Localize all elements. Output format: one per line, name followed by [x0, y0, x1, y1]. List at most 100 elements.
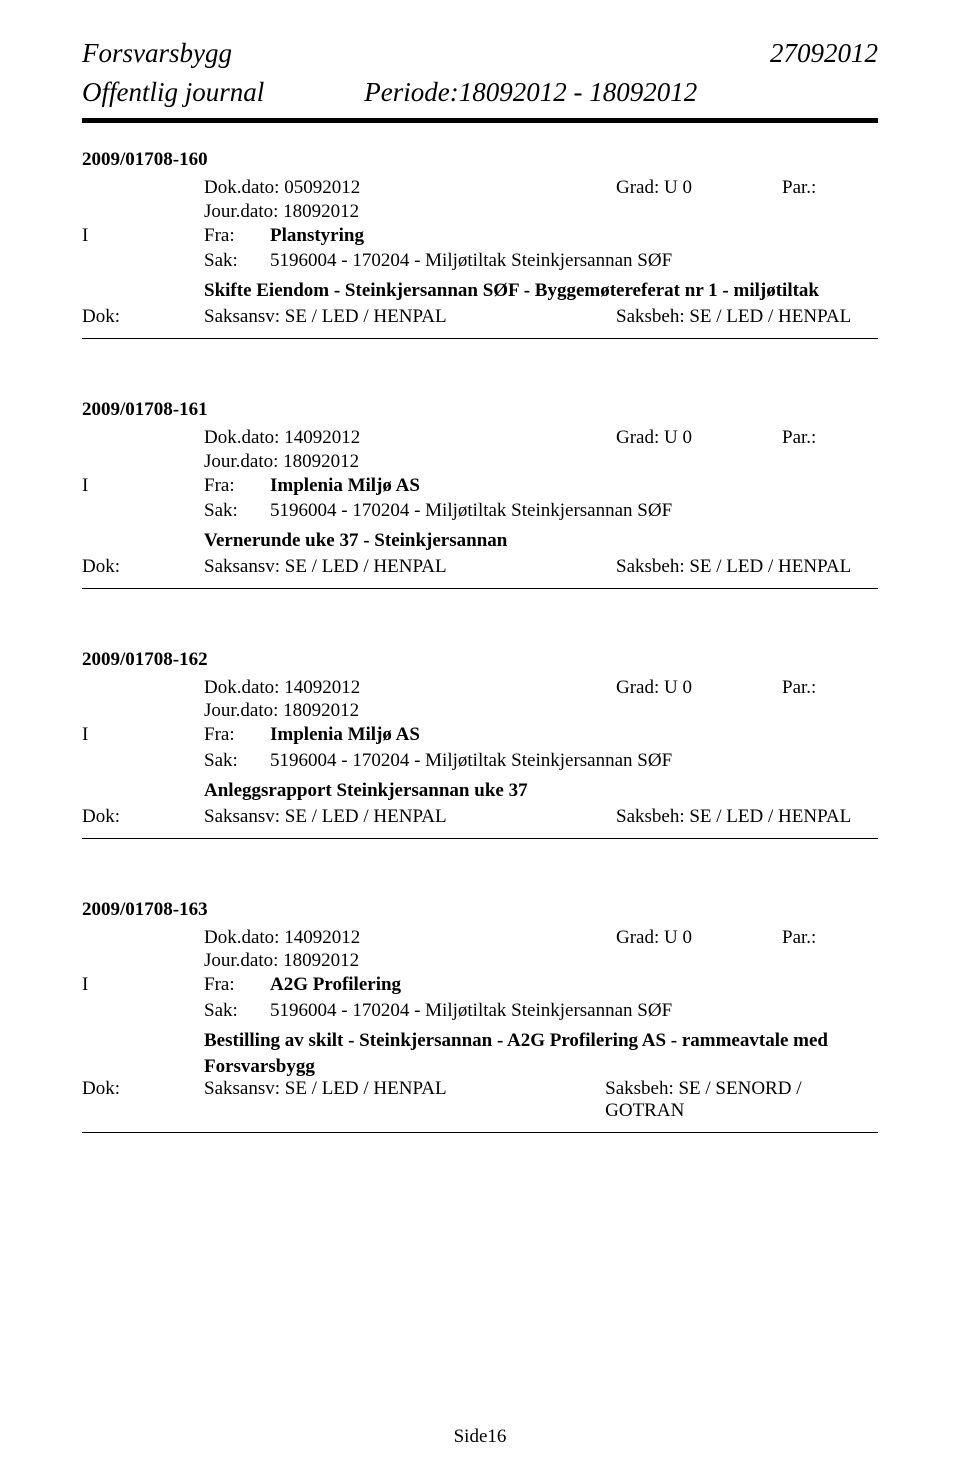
sak-line: Sak:5196004 - 170204 - Miljøtiltak Stein… [82, 248, 878, 274]
sak-value: 5196004 - 170204 - Miljøtiltak Steinkjer… [270, 1000, 672, 1021]
entry-subject: Vernerunde uke 37 - Steinkjersannan [82, 530, 878, 552]
jour-dato-line: Jour.dato: 18092012 [82, 950, 878, 972]
sak-cell: Sak:5196004 - 170204 - Miljøtiltak Stein… [204, 498, 878, 524]
sak-cell: Sak:5196004 - 170204 - Miljøtiltak Stein… [204, 248, 878, 274]
grad: Grad: U 0 [616, 675, 782, 701]
spacer [82, 748, 204, 774]
grad-value: U 0 [664, 427, 692, 448]
sak-cell: Sak:5196004 - 170204 - Miljøtiltak Stein… [204, 998, 878, 1024]
jour-label: Jour.dato: [204, 451, 278, 472]
dok-responsible-line: Dok:Saksansv: SE / LED / HENPALSaksbeh: … [82, 306, 878, 328]
entry-rule [82, 838, 878, 839]
dok-dato-line: Dok.dato: 05092012Grad: U 0Par.: [82, 175, 878, 201]
par-label: Par.: [782, 927, 816, 948]
sak-label: Sak: [204, 498, 270, 524]
sak-cell: Sak:5196004 - 170204 - Miljøtiltak Stein… [204, 748, 878, 774]
grad: Grad: U 0 [616, 425, 782, 451]
dok-label: Dok: [82, 806, 204, 828]
fra-line: IFra:Implenia Miljø AS [82, 473, 878, 499]
journal-entry: 2009/01708-163 Dok.dato: 14092012Grad: U … [82, 899, 878, 1133]
entry-subject: Skifte Eiendom - Steinkjersannan SØF - B… [82, 280, 878, 302]
dok-dato-label: Dok.dato: [204, 927, 279, 948]
grad-value: U 0 [664, 677, 692, 698]
jour-dato-line: Jour.dato: 18092012 [82, 700, 878, 722]
jour-value: 18092012 [283, 201, 359, 222]
saksansv: Saksansv: SE / LED / HENPAL [204, 556, 616, 578]
dok-dato: Dok.dato: 14092012 [204, 425, 616, 451]
journal-entry: 2009/01708-162 Dok.dato: 14092012Grad: U … [82, 649, 878, 839]
dok-label: Dok: [82, 556, 204, 578]
par-label: Par.: [782, 177, 816, 198]
dok-dato-line: Dok.dato: 14092012Grad: U 0Par.: [82, 675, 878, 701]
par-label: Par.: [782, 427, 816, 448]
jour-value: 18092012 [283, 451, 359, 472]
fra-value: A2G Profilering [270, 974, 401, 995]
spacer [82, 998, 204, 1024]
fra-value: Implenia Miljø AS [270, 475, 420, 496]
jour-label: Jour.dato: [204, 950, 278, 971]
entry-subject: Bestilling av skilt - Steinkjersannan - … [82, 1030, 878, 1052]
jour-dato-line: Jour.dato: 18092012 [82, 201, 878, 223]
saksbeh: Saksbeh: SE / SENORD / GOTRAN [605, 1078, 878, 1122]
sak-label: Sak: [204, 748, 270, 774]
header-row-1: Forsvarsbygg 27092012 [82, 38, 878, 69]
spacer [82, 248, 204, 274]
fra-cell: Fra:Implenia Miljø AS [204, 722, 878, 748]
grad-value: U 0 [664, 927, 692, 948]
grad-label: Grad: [616, 177, 659, 198]
spacer [82, 425, 204, 451]
header-date-right: 27092012 [770, 38, 878, 69]
fra-label: Fra: [204, 473, 270, 499]
entry-rule [82, 588, 878, 589]
io-indicator: I [82, 473, 204, 499]
dok-dato: Dok.dato: 14092012 [204, 925, 616, 951]
sak-label: Sak: [204, 248, 270, 274]
fra-label: Fra: [204, 972, 270, 998]
case-id: 2009/01708-163 [82, 899, 878, 921]
saksansv: Saksansv: SE / LED / HENPAL [204, 806, 616, 828]
entry-rule [82, 1132, 878, 1133]
par: Par.: [782, 425, 816, 451]
saksansv: Saksansv: SE / LED / HENPAL [204, 1078, 605, 1122]
journal-entry: 2009/01708-160 Dok.dato: 05092012Grad: U … [82, 149, 878, 339]
dok-dato-label: Dok.dato: [204, 427, 279, 448]
par-label: Par.: [782, 677, 816, 698]
grad: Grad: U 0 [616, 175, 782, 201]
par: Par.: [782, 175, 816, 201]
sak-label: Sak: [204, 998, 270, 1024]
sak-value: 5196004 - 170204 - Miljøtiltak Steinkjer… [270, 500, 672, 521]
dok-dato-label: Dok.dato: [204, 677, 279, 698]
header-row-2: Offentlig journal Periode:18092012 - 180… [82, 77, 878, 108]
jour-dato-line: Jour.dato: 18092012 [82, 451, 878, 473]
dok-dato: Dok.dato: 05092012 [204, 175, 616, 201]
saksbeh: Saksbeh: SE / LED / HENPAL [616, 306, 851, 328]
org-name: Forsvarsbygg [82, 38, 232, 69]
entries-container: 2009/01708-160Dok.dato: 05092012Grad: U … [82, 149, 878, 1133]
sak-value: 5196004 - 170204 - Miljøtiltak Steinkjer… [270, 250, 672, 271]
par: Par.: [782, 925, 816, 951]
fra-line: IFra:Implenia Miljø AS [82, 722, 878, 748]
grad-label: Grad: [616, 927, 659, 948]
fra-cell: Fra:A2G Profilering [204, 972, 878, 998]
fra-line: IFra:A2G Profilering [82, 972, 878, 998]
journal-label: Offentlig journal [82, 77, 264, 108]
dok-responsible-line: Dok:Saksansv: SE / LED / HENPALSaksbeh: … [82, 556, 878, 578]
dok-dato-value: 14092012 [284, 427, 360, 448]
dok-responsible-line: Dok:Saksansv: SE / LED / HENPALSaksbeh: … [82, 1078, 878, 1122]
sak-line: Sak:5196004 - 170204 - Miljøtiltak Stein… [82, 498, 878, 524]
saksansv: Saksansv: SE / LED / HENPAL [204, 306, 616, 328]
spacer [82, 675, 204, 701]
grad: Grad: U 0 [616, 925, 782, 951]
dok-label: Dok: [82, 1078, 204, 1122]
jour-value: 18092012 [283, 700, 359, 721]
dok-dato: Dok.dato: 14092012 [204, 675, 616, 701]
dok-dato-line: Dok.dato: 14092012Grad: U 0Par.: [82, 425, 878, 451]
case-id: 2009/01708-162 [82, 649, 878, 671]
saksbeh: Saksbeh: SE / LED / HENPAL [616, 556, 851, 578]
grad-label: Grad: [616, 677, 659, 698]
case-id: 2009/01708-160 [82, 149, 878, 171]
spacer [82, 498, 204, 524]
periode-label: Periode:18092012 - 18092012 [364, 77, 697, 108]
fra-value: Implenia Miljø AS [270, 724, 420, 745]
entry-subject: Anleggsrapport Steinkjersannan uke 37 [82, 780, 878, 802]
